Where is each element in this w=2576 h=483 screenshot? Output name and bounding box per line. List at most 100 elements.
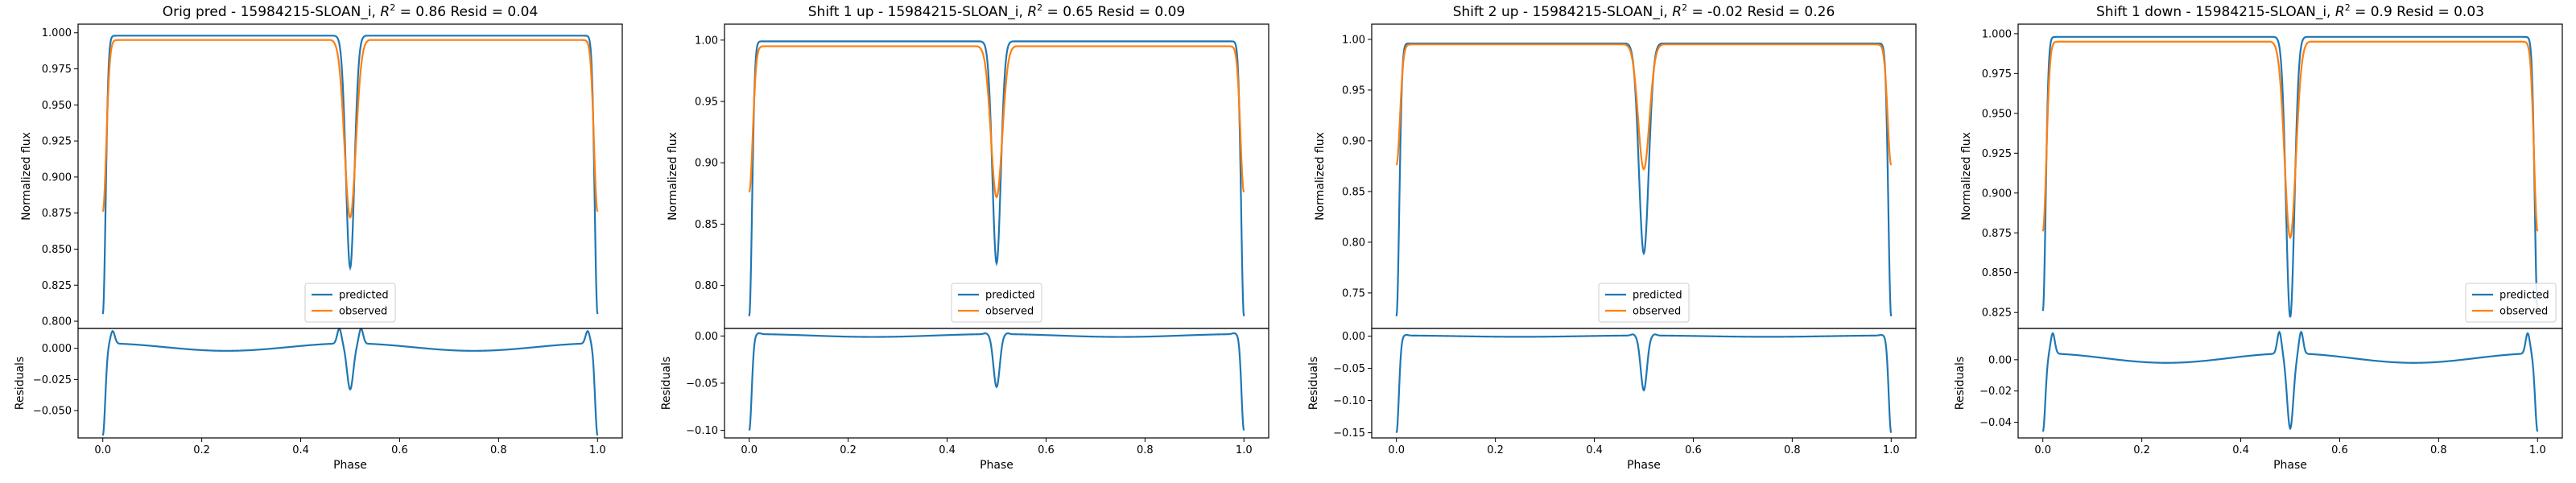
flux-ytick-label: 0.975 — [1982, 68, 2012, 80]
title-r2-symbol: R — [2335, 4, 2345, 20]
flux-ytick-label: 0.825 — [42, 280, 72, 292]
title-r2-symbol: R — [380, 4, 390, 20]
chart-title: Shift 2 up - 15984215-SLOAN_i, R2 = -0.0… — [1453, 2, 1835, 20]
flux-axes-frame — [2017, 23, 2563, 329]
flux-ytick-label: 0.850 — [42, 244, 72, 256]
series-line-observed — [748, 45, 1245, 199]
residual-ytick-label: −0.050 — [33, 406, 72, 418]
chart-title: Shift 1 down - 15984215-SLOAN_i, R2 = 0.… — [2096, 2, 2484, 20]
xtick-label: 1.0 — [589, 444, 606, 456]
xtick-label: 0.0 — [94, 444, 111, 456]
residual-axes-frame — [1371, 328, 1917, 439]
xtick-label: 0.6 — [2331, 444, 2348, 456]
residual-ytick-label: −0.10 — [1333, 395, 1365, 407]
residual-ytick-label: 0.00 — [695, 331, 718, 343]
xtick-label: 0.6 — [391, 444, 408, 456]
series-line-predicted — [2041, 35, 2539, 318]
flux-ytick-label: 0.80 — [1342, 237, 1365, 249]
flux-ytick-label: 0.80 — [695, 280, 718, 292]
chart-title: Shift 1 up - 15984215-SLOAN_i, R2 = 0.65… — [808, 2, 1185, 20]
title-suffix: = -0.02 Resid = 0.26 — [1687, 4, 1835, 20]
xtick-label: 0.4 — [292, 444, 309, 456]
series-line-predicted — [748, 40, 1245, 316]
chart-panel-3: Shift 2 up - 15984215-SLOAN_i, R2 = -0.0… — [1307, 2, 1917, 472]
x-axis-label: Phase — [980, 459, 1013, 472]
legend-box — [1598, 283, 1690, 323]
legend-label-observed: observed — [339, 306, 387, 318]
flux-y-axis-label: Normalized flux — [667, 132, 679, 221]
xtick-label: 0.4 — [1586, 444, 1603, 456]
chart-panel-4: Shift 1 down - 15984215-SLOAN_i, R2 = 0.… — [1954, 2, 2563, 472]
residuals-line — [748, 332, 1245, 431]
xtick-label: 0.0 — [2034, 444, 2051, 456]
flux-ytick-label: 0.95 — [695, 97, 718, 109]
legend-label-observed: observed — [1633, 306, 1681, 318]
flux-ytick-label: 0.825 — [1982, 308, 2012, 320]
residual-y-axis-label: Residuals — [1307, 357, 1320, 410]
chart-panel-1: Orig pred - 15984215-SLOAN_i, R2 = 0.86 … — [14, 2, 623, 472]
residual-ytick-label: −0.02 — [1979, 386, 2012, 398]
flux-ytick-label: 0.875 — [42, 208, 72, 220]
title-prefix: Shift 2 up - 15984215-SLOAN_i, — [1453, 4, 1673, 20]
xtick-label: 0.8 — [1784, 444, 1801, 456]
xtick-label: 0.4 — [939, 444, 956, 456]
xtick-label: 0.8 — [1137, 444, 1154, 456]
residuals-line — [1395, 333, 1893, 433]
xtick-label: 0.0 — [741, 444, 758, 456]
residual-ytick-label: −0.10 — [686, 425, 718, 437]
residual-ytick-label: 0.000 — [42, 343, 72, 355]
flux-ytick-label: 0.85 — [1342, 186, 1365, 198]
xtick-label: 0.8 — [490, 444, 507, 456]
residual-ytick-label: 0.00 — [1988, 354, 2012, 366]
title-r2-superscript: 2 — [390, 2, 395, 13]
series-line-predicted — [101, 35, 599, 315]
xtick-label: 1.0 — [2529, 444, 2546, 456]
residual-ytick-label: −0.04 — [1979, 417, 2012, 429]
flux-ytick-label: 1.00 — [1342, 34, 1365, 46]
title-suffix: = 0.9 Resid = 0.03 — [2351, 4, 2484, 20]
xtick-label: 1.0 — [1883, 444, 1900, 456]
series-line-observed — [2041, 40, 2539, 240]
xtick-label: 0.2 — [1487, 444, 1504, 456]
xtick-label: 0.0 — [1388, 444, 1405, 456]
x-axis-label: Phase — [1627, 459, 1661, 472]
xtick-label: 0.8 — [2430, 444, 2447, 456]
title-r2-superscript: 2 — [2345, 2, 2351, 13]
flux-ytick-label: 0.900 — [42, 171, 72, 184]
flux-axes-frame — [77, 23, 623, 329]
x-axis-label: Phase — [333, 459, 367, 472]
xtick-label: 0.4 — [2232, 444, 2249, 456]
legend-label-observed: observed — [985, 306, 1034, 318]
xtick-label: 0.2 — [193, 444, 210, 456]
legend-label-predicted: predicted — [2500, 290, 2549, 302]
flux-ytick-label: 0.925 — [1982, 148, 2012, 160]
title-prefix: Shift 1 up - 15984215-SLOAN_i, — [808, 4, 1028, 20]
xtick-label: 0.6 — [1685, 444, 1702, 456]
flux-ytick-label: 0.75 — [1342, 287, 1365, 299]
flux-ytick-label: 0.900 — [1982, 188, 2012, 200]
flux-ytick-label: 0.85 — [695, 219, 718, 231]
flux-ytick-label: 0.950 — [42, 100, 72, 112]
residual-axes-frame — [2017, 328, 2563, 439]
legend-label-predicted: predicted — [985, 290, 1035, 302]
legend-label-predicted: predicted — [1633, 290, 1682, 302]
legend: predicted observed — [1598, 283, 1690, 323]
residual-ytick-label: −0.15 — [1333, 427, 1365, 440]
title-suffix: = 0.86 Resid = 0.04 — [395, 4, 538, 20]
residual-y-axis-label: Residuals — [660, 357, 673, 410]
flux-ytick-label: 1.00 — [695, 35, 718, 47]
title-r2-symbol: R — [1027, 4, 1037, 20]
legend: predicted observed — [304, 283, 396, 323]
flux-ytick-label: 0.800 — [42, 316, 72, 328]
flux-axes-frame — [1371, 23, 1917, 329]
residual-axes-frame — [724, 328, 1269, 439]
residual-ytick-label: −0.05 — [686, 378, 718, 390]
legend-box — [951, 283, 1042, 323]
xtick-label: 0.6 — [1038, 444, 1055, 456]
flux-ytick-label: 0.925 — [42, 136, 72, 148]
series-line-observed — [101, 39, 599, 219]
flux-ytick-label: 0.875 — [1982, 228, 2012, 240]
legend: predicted observed — [951, 283, 1042, 323]
series-line-observed — [1395, 43, 1893, 171]
